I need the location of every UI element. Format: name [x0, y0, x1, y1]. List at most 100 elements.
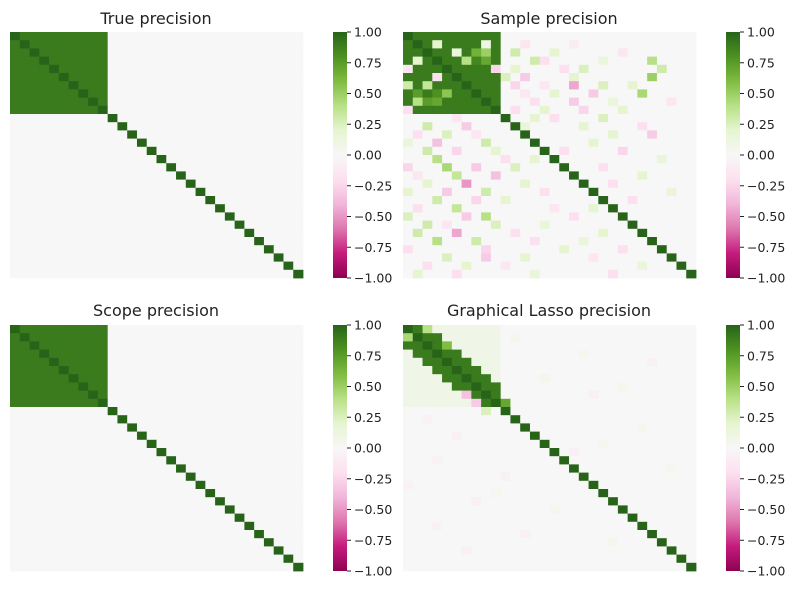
heatmap-cell: [88, 349, 99, 359]
heatmap-cell: [166, 40, 177, 49]
heatmap-cell: [676, 464, 687, 473]
heatmap-cell: [136, 505, 148, 514]
heatmap-cell: [569, 472, 580, 482]
heatmap-cell: [490, 366, 502, 375]
heatmap-cell: [97, 546, 109, 555]
heatmap-cell: [510, 32, 521, 41]
heatmap-cell: [39, 122, 50, 131]
heatmap-cell: [520, 489, 531, 498]
heatmap-cell: [529, 489, 541, 498]
heatmap-cell: [403, 146, 414, 156]
heatmap-cell: [185, 269, 196, 279]
heatmap-cell: [637, 382, 648, 391]
heatmap-cell: [451, 480, 462, 490]
heatmap-cell: [127, 204, 138, 213]
heatmap-cell: [224, 554, 236, 564]
heatmap-cell: [29, 245, 40, 254]
heatmap-cell: [136, 423, 148, 432]
heatmap-cell: [520, 163, 531, 172]
heatmap-cell: [205, 253, 216, 262]
heatmap-cell: [293, 349, 304, 359]
heatmap-cell: [676, 32, 687, 41]
heatmap-cell: [166, 122, 177, 131]
heatmap-cell: [559, 562, 570, 572]
heatmap-cell: [627, 439, 638, 449]
heatmap-cell: [481, 228, 492, 238]
heatmap-cell: [39, 48, 50, 57]
heatmap-cell: [510, 269, 521, 279]
heatmap-cell: [539, 179, 550, 189]
heatmap-cell: [176, 480, 187, 490]
heatmap-cell: [432, 546, 443, 555]
heatmap-cell: [19, 374, 30, 383]
heatmap-cell: [617, 220, 629, 230]
heatmap-cell: [578, 480, 589, 490]
heatmap-cell: [656, 269, 668, 279]
heatmap-cell: [78, 562, 89, 572]
heatmap-cell: [254, 325, 265, 334]
heatmap-cell: [19, 163, 30, 172]
heatmap-cell: [205, 196, 216, 205]
heatmap-cell: [205, 546, 216, 555]
heatmap-cell: [205, 40, 216, 49]
heatmap-cell: [68, 105, 79, 115]
heatmap-cell: [647, 521, 658, 531]
heatmap-cell: [254, 538, 265, 547]
heatmap-cell: [461, 146, 472, 156]
heatmap-cell: [666, 253, 677, 262]
heatmap-cell: [49, 398, 60, 408]
heatmap-cell: [68, 56, 79, 66]
colorbar-tick-label: −0.25: [354, 471, 392, 486]
heatmap-cell: [68, 32, 79, 41]
heatmap-cell: [88, 253, 99, 262]
heatmap-cell: [195, 521, 206, 531]
heatmap-cell: [549, 89, 560, 98]
heatmap-cell: [676, 89, 687, 98]
heatmap-cell: [176, 341, 187, 350]
heatmap-cell: [166, 407, 177, 416]
heatmap-cell: [156, 237, 167, 246]
heatmap-cell: [19, 146, 30, 156]
heatmap-cell: [529, 480, 541, 490]
colorbar-tick-label: −0.25: [747, 178, 785, 193]
heatmap-cell: [608, 122, 619, 131]
heatmap-cell: [254, 357, 265, 367]
heatmap-cell: [539, 341, 550, 350]
heatmap-cell: [500, 382, 511, 391]
heatmap-cell: [293, 497, 304, 506]
heatmap-cell: [234, 357, 245, 367]
heatmap-cell: [559, 456, 570, 465]
heatmap-cell: [588, 146, 599, 156]
heatmap-cell: [97, 73, 109, 82]
heatmap-cell: [19, 415, 30, 424]
heatmap-cell: [510, 521, 521, 531]
heatmap-cell: [39, 114, 50, 123]
heatmap-cell: [617, 196, 629, 205]
heatmap-cell: [412, 521, 423, 531]
heatmap-cell: [686, 497, 697, 506]
heatmap-cell: [78, 163, 89, 172]
heatmap-cell: [156, 325, 167, 334]
heatmap-cell: [234, 196, 245, 205]
heatmap-cell: [666, 464, 677, 473]
heatmap-cell: [549, 138, 560, 148]
heatmap-cell: [490, 538, 502, 547]
heatmap-cell: [166, 97, 177, 107]
heatmap-cell: [471, 439, 482, 449]
heatmap-cell: [88, 122, 99, 131]
heatmap-cell: [637, 171, 648, 180]
heatmap-cell: [283, 398, 294, 408]
heatmap-cell: [176, 407, 187, 416]
heatmap-cell: [490, 505, 502, 514]
heatmap-cell: [49, 187, 60, 197]
heatmap-cell: [224, 521, 236, 531]
heatmap-cell: [617, 390, 629, 400]
heatmap-cell: [68, 489, 79, 498]
heatmap-cell: [156, 333, 167, 342]
heatmap-cell: [588, 423, 599, 432]
heatmap-cell: [481, 456, 492, 465]
heatmap-cell: [283, 554, 294, 564]
heatmap-cell: [686, 212, 697, 221]
heatmap-cell: [617, 456, 629, 465]
heatmap-cell: [471, 56, 482, 66]
